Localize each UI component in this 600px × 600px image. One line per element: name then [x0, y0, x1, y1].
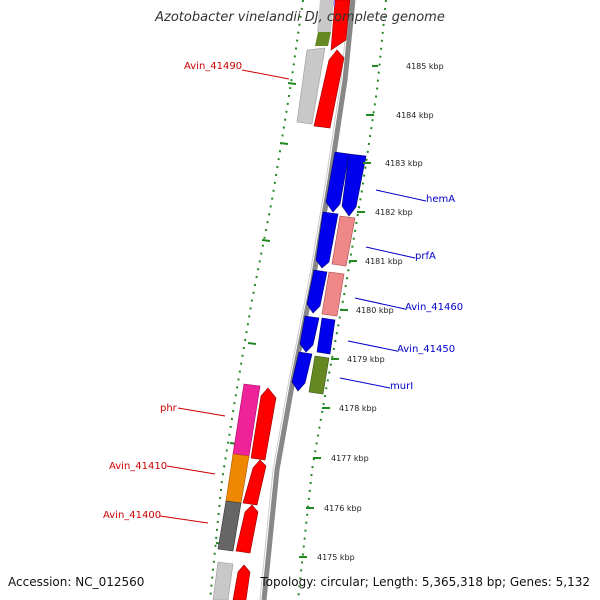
cds-avin-41490 — [313, 49, 345, 129]
cds-avin-41410 — [242, 459, 267, 506]
inner-dotted-ring — [209, 0, 304, 600]
kbp-label: 4183 kbp — [385, 159, 423, 168]
gene-label-phr[interactable]: phr — [160, 403, 178, 414]
cds-prfa — [315, 211, 339, 269]
genome-backbone-highlight — [259, 0, 350, 600]
gene-avin-41460[interactable] — [321, 271, 345, 317]
kbp-label: 4177 kbp — [331, 454, 369, 463]
cds-hema — [325, 151, 350, 213]
leader-lines-right — [339, 189, 427, 389]
gene-label-hema[interactable]: hemA — [426, 194, 455, 205]
gene-label-muri[interactable]: murI — [390, 381, 413, 392]
cds-bottom — [232, 564, 251, 600]
kbp-label: 4181 kbp — [365, 257, 403, 266]
kbp-label: 4180 kbp — [356, 306, 394, 315]
kbp-label: 4182 kbp — [375, 208, 413, 217]
kbp-label: 4178 kbp — [339, 404, 377, 413]
kbp-labels: 4185 kbp 4184 kbp 4183 kbp 4182 kbp 4181… — [317, 62, 444, 562]
gene-label-prfa[interactable]: prfA — [415, 251, 436, 262]
inner-ticks — [215, 82, 297, 545]
kbp-label: 4185 kbp — [406, 62, 444, 71]
gene-label-avin-41450[interactable]: Avin_41450 — [397, 344, 455, 355]
gene-prfa[interactable] — [331, 215, 356, 267]
kbp-label: 4179 kbp — [347, 355, 385, 364]
genome-title: Azotobacter vinelandii DJ, complete geno… — [155, 10, 445, 25]
cds-avin-41400 — [235, 504, 259, 554]
gene-label-avin-41400[interactable]: Avin_41400 — [103, 510, 161, 521]
gene-muri[interactable] — [308, 355, 330, 395]
kbp-label: 4175 kbp — [317, 553, 355, 562]
leader-lines-left — [159, 69, 290, 524]
gene-avin-41490[interactable] — [296, 47, 326, 125]
gene-label-avin-41460[interactable]: Avin_41460 — [405, 302, 463, 313]
cds-phr — [250, 387, 277, 461]
cds-avin-41450 — [299, 315, 320, 353]
kbp-label: 4176 kbp — [324, 504, 362, 513]
cds-avin-41460 — [306, 269, 328, 314]
kbp-tick-marks — [299, 65, 378, 558]
cds-reverse-top — [330, 0, 351, 51]
genome-summary-text: Topology: circular; Length: 5,365,318 bp… — [260, 575, 590, 589]
gene-olive-top — [315, 32, 331, 46]
kbp-label: 4184 kbp — [396, 111, 434, 120]
gene-hema[interactable] — [341, 153, 367, 217]
cds-muri — [291, 351, 313, 392]
gene-grey-bottom — [212, 561, 234, 600]
gene-label-avin-41410[interactable]: Avin_41410 — [109, 461, 167, 472]
gene-avin-41450[interactable] — [316, 317, 336, 355]
gene-grey-top — [317, 0, 334, 32]
gene-label-avin-41490[interactable]: Avin_41490 — [184, 61, 242, 72]
gene-avin-41400[interactable] — [217, 500, 242, 552]
accession-text: Accession: NC_012560 — [8, 575, 145, 589]
